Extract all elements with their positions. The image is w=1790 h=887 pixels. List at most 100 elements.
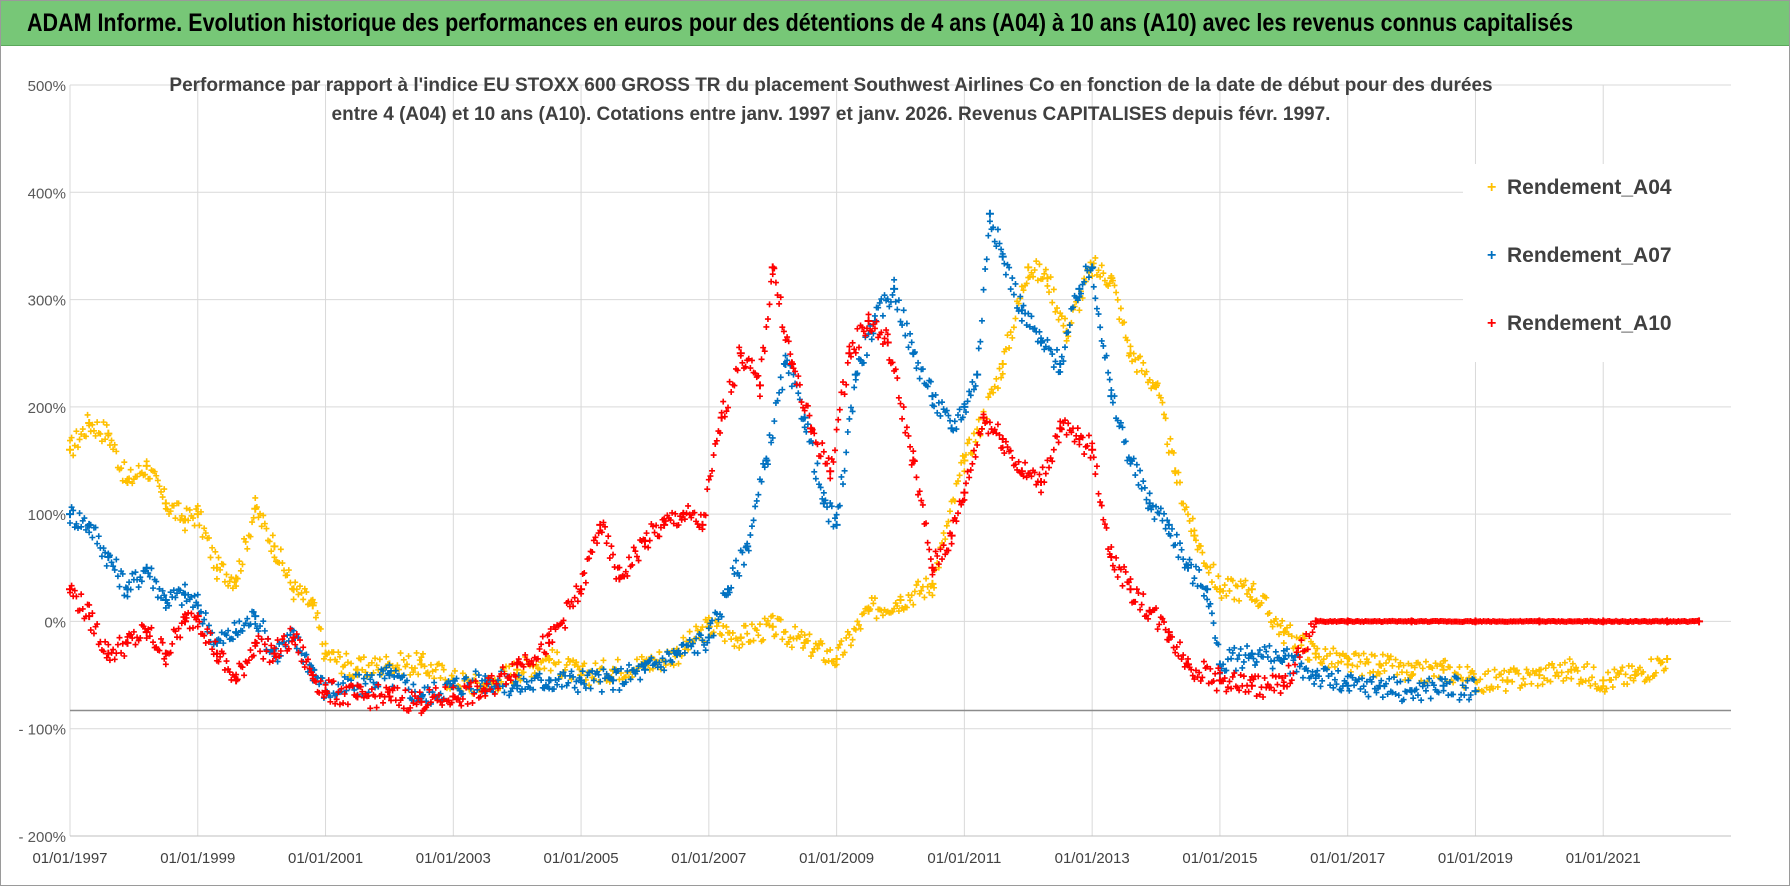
- data-point-cloud: [1002, 271, 1009, 278]
- data-point-cloud: [268, 548, 275, 555]
- data-point-cloud: [927, 378, 934, 385]
- legend-item-a10: + Rendement_A10: [1487, 312, 1672, 336]
- data-point-cloud: [1157, 394, 1164, 401]
- data-point: [768, 622, 777, 631]
- data-point-cloud: [137, 634, 144, 641]
- data-point: [960, 456, 969, 465]
- data-point-cloud: [431, 679, 438, 686]
- data-point-cloud: [836, 406, 843, 413]
- data-point-cloud: [982, 266, 989, 273]
- data-point-cloud: [1036, 471, 1043, 478]
- data-point-cloud: [1242, 577, 1249, 584]
- data-point-cloud: [413, 649, 420, 656]
- data-point-cloud: [1050, 286, 1057, 293]
- data-point-cloud: [1371, 652, 1378, 659]
- data-point-cloud: [774, 292, 781, 299]
- data-point-cloud: [550, 686, 557, 693]
- data-point-cloud: [742, 622, 749, 629]
- data-point-cloud: [1355, 652, 1362, 659]
- data-point-cloud: [488, 672, 495, 679]
- data-point-cloud: [306, 665, 313, 672]
- data-point-cloud: [959, 452, 966, 459]
- data-point-cloud: [728, 388, 735, 395]
- data-point-cloud: [956, 472, 963, 479]
- data-point-cloud: [453, 675, 460, 682]
- data-point-cloud: [570, 603, 577, 610]
- data-point: [1279, 654, 1288, 663]
- data-point-cloud: [1180, 652, 1187, 659]
- data-point-cloud: [110, 563, 117, 570]
- data-point-cloud: [1167, 532, 1174, 539]
- data-point-cloud: [1049, 299, 1056, 306]
- data-point-cloud: [1590, 664, 1597, 671]
- data-point-cloud: [958, 501, 965, 508]
- data-point-cloud: [1081, 451, 1088, 458]
- data-point-cloud: [1269, 665, 1276, 672]
- data-point-cloud: [97, 430, 104, 437]
- data-point-cloud: [905, 344, 912, 351]
- data-point-cloud: [474, 683, 481, 690]
- data-point-cloud: [728, 636, 735, 643]
- data-point-cloud: [114, 641, 121, 648]
- data-point-cloud: [895, 297, 902, 304]
- data-point-cloud: [220, 650, 227, 657]
- data-point-cloud: [1175, 652, 1182, 659]
- data-point-cloud: [170, 587, 177, 594]
- data-point-cloud: [1146, 490, 1153, 497]
- data-point-cloud: [669, 658, 676, 665]
- data-point-cloud: [231, 619, 238, 626]
- data-point: [1107, 553, 1116, 562]
- data-point-cloud: [303, 589, 310, 596]
- data-point: [212, 649, 221, 658]
- data-point-cloud: [891, 605, 898, 612]
- data-point: [232, 574, 241, 583]
- data-point-cloud: [1074, 425, 1081, 432]
- data-point-cloud: [156, 647, 163, 654]
- data-point-cloud: [745, 547, 752, 554]
- data-point-cloud: [1426, 675, 1433, 682]
- data-point-cloud: [868, 336, 875, 343]
- data-point-cloud: [1427, 695, 1434, 702]
- data-point-cloud: [68, 434, 75, 441]
- data-point-cloud: [1622, 671, 1629, 678]
- data-point-cloud: [764, 617, 771, 624]
- data-point-cloud: [1119, 424, 1126, 431]
- data-point-cloud: [1550, 664, 1557, 671]
- data-point: [1164, 628, 1173, 637]
- data-point-cloud: [1605, 669, 1612, 676]
- data-point-cloud: [546, 631, 553, 638]
- data-point-cloud: [431, 693, 438, 700]
- data-point-cloud: [292, 641, 299, 648]
- data-point-cloud: [194, 591, 201, 598]
- data-point-cloud: [1164, 441, 1171, 448]
- data-point-cloud: [1031, 325, 1038, 332]
- data-point-cloud: [1250, 580, 1257, 587]
- data-point: [864, 317, 873, 326]
- data-point: [353, 665, 362, 674]
- data-point-cloud: [718, 613, 725, 620]
- data-point-cloud: [1301, 647, 1308, 654]
- data-point: [832, 654, 841, 663]
- y-axis-tick-labels: - 200%- 100%0%100%200%300%400%500%: [18, 78, 66, 846]
- data-point-cloud: [221, 666, 228, 673]
- data-point-cloud: [472, 668, 479, 675]
- data-point-cloud: [111, 441, 118, 448]
- data-point-cloud: [1581, 664, 1588, 671]
- data-point-cloud: [991, 383, 998, 390]
- data-point-cloud: [1466, 696, 1473, 703]
- data-point-cloud: [1328, 670, 1335, 677]
- data-point-cloud: [541, 665, 548, 672]
- data-point-cloud: [1363, 656, 1370, 663]
- data-point-cloud: [1207, 665, 1214, 672]
- data-point-cloud: [300, 644, 307, 651]
- data-point-cloud: [945, 518, 952, 525]
- data-point-cloud: [1630, 677, 1637, 684]
- data-point-cloud: [1561, 659, 1568, 666]
- data-point-cloud: [1177, 479, 1183, 486]
- data-point: [819, 499, 828, 508]
- data-point-cloud: [81, 515, 88, 522]
- data-point-cloud: [1221, 582, 1228, 589]
- data-point: [289, 585, 298, 594]
- data-point: [704, 633, 713, 642]
- data-point-cloud: [94, 419, 101, 426]
